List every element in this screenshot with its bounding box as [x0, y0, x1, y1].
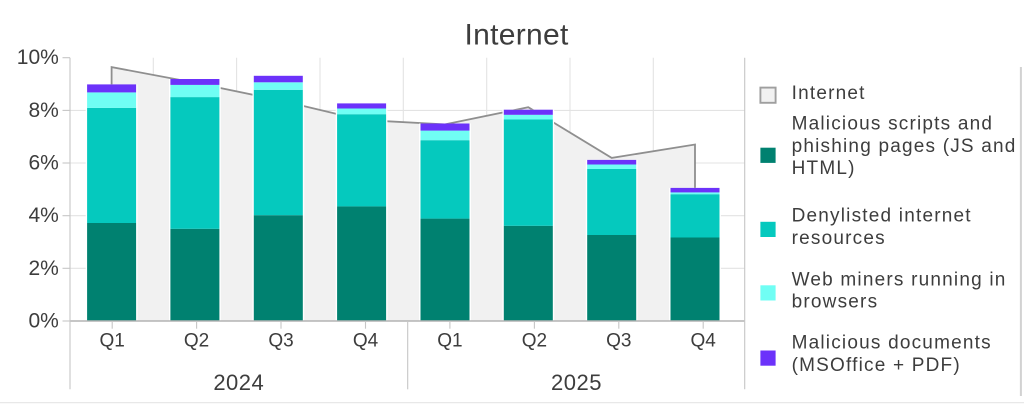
svg-text:Denylisted internet: Denylisted internet [792, 206, 972, 227]
svg-text:Q4: Q4 [691, 331, 717, 352]
svg-text:Q3: Q3 [268, 331, 293, 352]
svg-text:Web miners running in: Web miners running in [792, 269, 1007, 290]
svg-text:6%: 6% [28, 152, 58, 175]
svg-text:4%: 4% [28, 204, 58, 227]
svg-text:2024: 2024 [213, 370, 264, 395]
svg-text:phishing pages (JS and: phishing pages (JS and [792, 136, 1017, 157]
svg-text:Internet: Internet [792, 83, 866, 104]
svg-text:Q1: Q1 [100, 331, 125, 352]
svg-text:Q2: Q2 [522, 331, 547, 352]
svg-text:(MSOffice + PDF): (MSOffice + PDF) [792, 355, 961, 376]
svg-text:Q2: Q2 [184, 331, 209, 352]
svg-text:Q1: Q1 [437, 331, 462, 352]
svg-text:10%: 10% [17, 46, 59, 69]
svg-text:Internet: Internet [465, 19, 569, 52]
svg-text:0%: 0% [28, 310, 58, 333]
svg-text:Q3: Q3 [606, 331, 631, 352]
svg-text:resources: resources [792, 228, 886, 249]
svg-text:2025: 2025 [551, 370, 602, 395]
svg-text:HTML): HTML) [792, 158, 856, 179]
svg-text:browsers: browsers [792, 292, 879, 313]
svg-text:2%: 2% [28, 257, 58, 280]
svg-text:Malicious scripts and: Malicious scripts and [792, 114, 994, 135]
svg-text:Q4: Q4 [353, 331, 379, 352]
svg-text:8%: 8% [28, 99, 58, 122]
svg-text:Malicious documents: Malicious documents [792, 333, 992, 354]
